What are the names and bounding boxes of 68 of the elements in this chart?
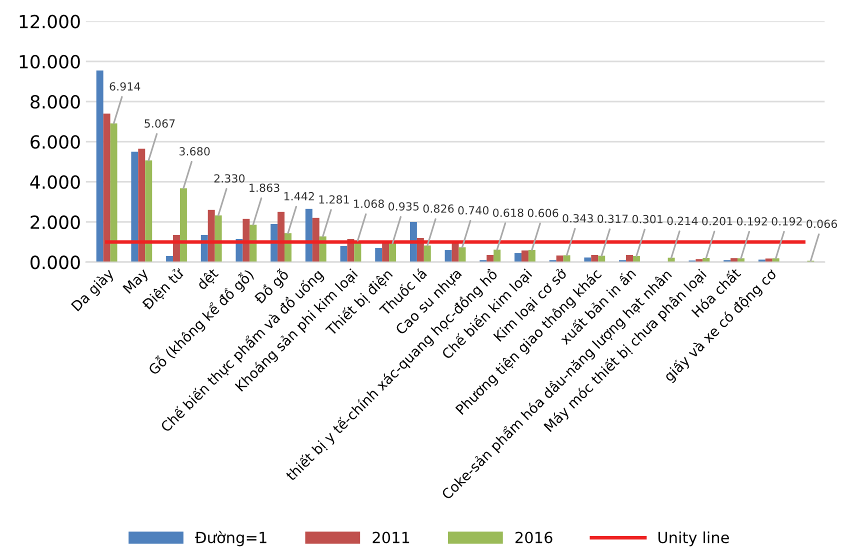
legend-label: 2011 [372, 532, 410, 544]
bar [494, 250, 501, 262]
legend-label: Unity line [658, 531, 729, 546]
data-label: 0.317 [598, 214, 628, 224]
data-label: 1.863 [250, 184, 280, 192]
bar [556, 255, 564, 262]
data-label: 0.214 [667, 216, 698, 226]
data-label: 2.330 [214, 174, 245, 183]
bar [96, 70, 104, 262]
data-label: 5.067 [144, 119, 175, 128]
bar [375, 248, 382, 262]
bar [305, 208, 312, 262]
bar [424, 246, 431, 262]
bar [382, 243, 390, 262]
data-label: 0.201 [702, 216, 732, 226]
y-tick-label: 6.000 [30, 135, 80, 149]
bar [214, 215, 222, 262]
bar [180, 188, 187, 262]
data-label: 0.192 [772, 217, 802, 226]
y-tick-label: 2.000 [30, 215, 80, 230]
data-label: 0.606 [528, 208, 558, 218]
data-label: 0.066 [806, 220, 838, 228]
bar [138, 148, 146, 262]
data-label: 0.343 [562, 214, 593, 222]
bar [250, 224, 257, 262]
bar [389, 243, 396, 262]
bar [410, 222, 417, 262]
data-label: 0.301 [632, 214, 662, 224]
data-label: 1.442 [284, 192, 314, 200]
bar [242, 218, 250, 262]
legend-label: Đường=1 [195, 530, 266, 546]
y-tick-label: 0.000 [30, 256, 80, 270]
bar [145, 160, 152, 262]
data-label: 0.618 [493, 208, 524, 217]
data-label: 6.914 [110, 82, 140, 91]
data-label: 0.826 [423, 204, 454, 213]
bar [166, 256, 174, 262]
bar [103, 114, 110, 262]
bar [514, 253, 522, 262]
bar [528, 250, 536, 262]
legend-label: 2016 [516, 532, 552, 544]
data-label: 0.740 [458, 206, 489, 215]
data-label: 0.935 [388, 202, 419, 211]
data-label: 1.068 [354, 200, 384, 208]
bar [563, 255, 570, 262]
bar [452, 242, 459, 262]
y-tick-label: 10.000 [20, 54, 80, 69]
bar [598, 256, 606, 262]
x-tick-label: dệt [196, 266, 221, 292]
data-label: 1.281 [319, 195, 349, 204]
bar [208, 210, 215, 262]
bar [458, 247, 466, 262]
bar [278, 212, 285, 262]
y-tick-label: 4.000 [30, 175, 80, 189]
bar [521, 250, 528, 262]
y-tick-label: 12.000 [20, 14, 80, 28]
bar [626, 255, 633, 262]
data-label: 0.192 [736, 217, 767, 226]
bar [340, 246, 348, 262]
y-tick-label: 8.000 [30, 95, 80, 109]
bar [110, 123, 118, 262]
bar [312, 218, 320, 262]
data-label: 3.680 [180, 147, 210, 156]
bar [591, 255, 598, 262]
bar [270, 224, 278, 262]
bar [131, 152, 138, 262]
bar [486, 255, 494, 262]
bar [444, 250, 452, 262]
